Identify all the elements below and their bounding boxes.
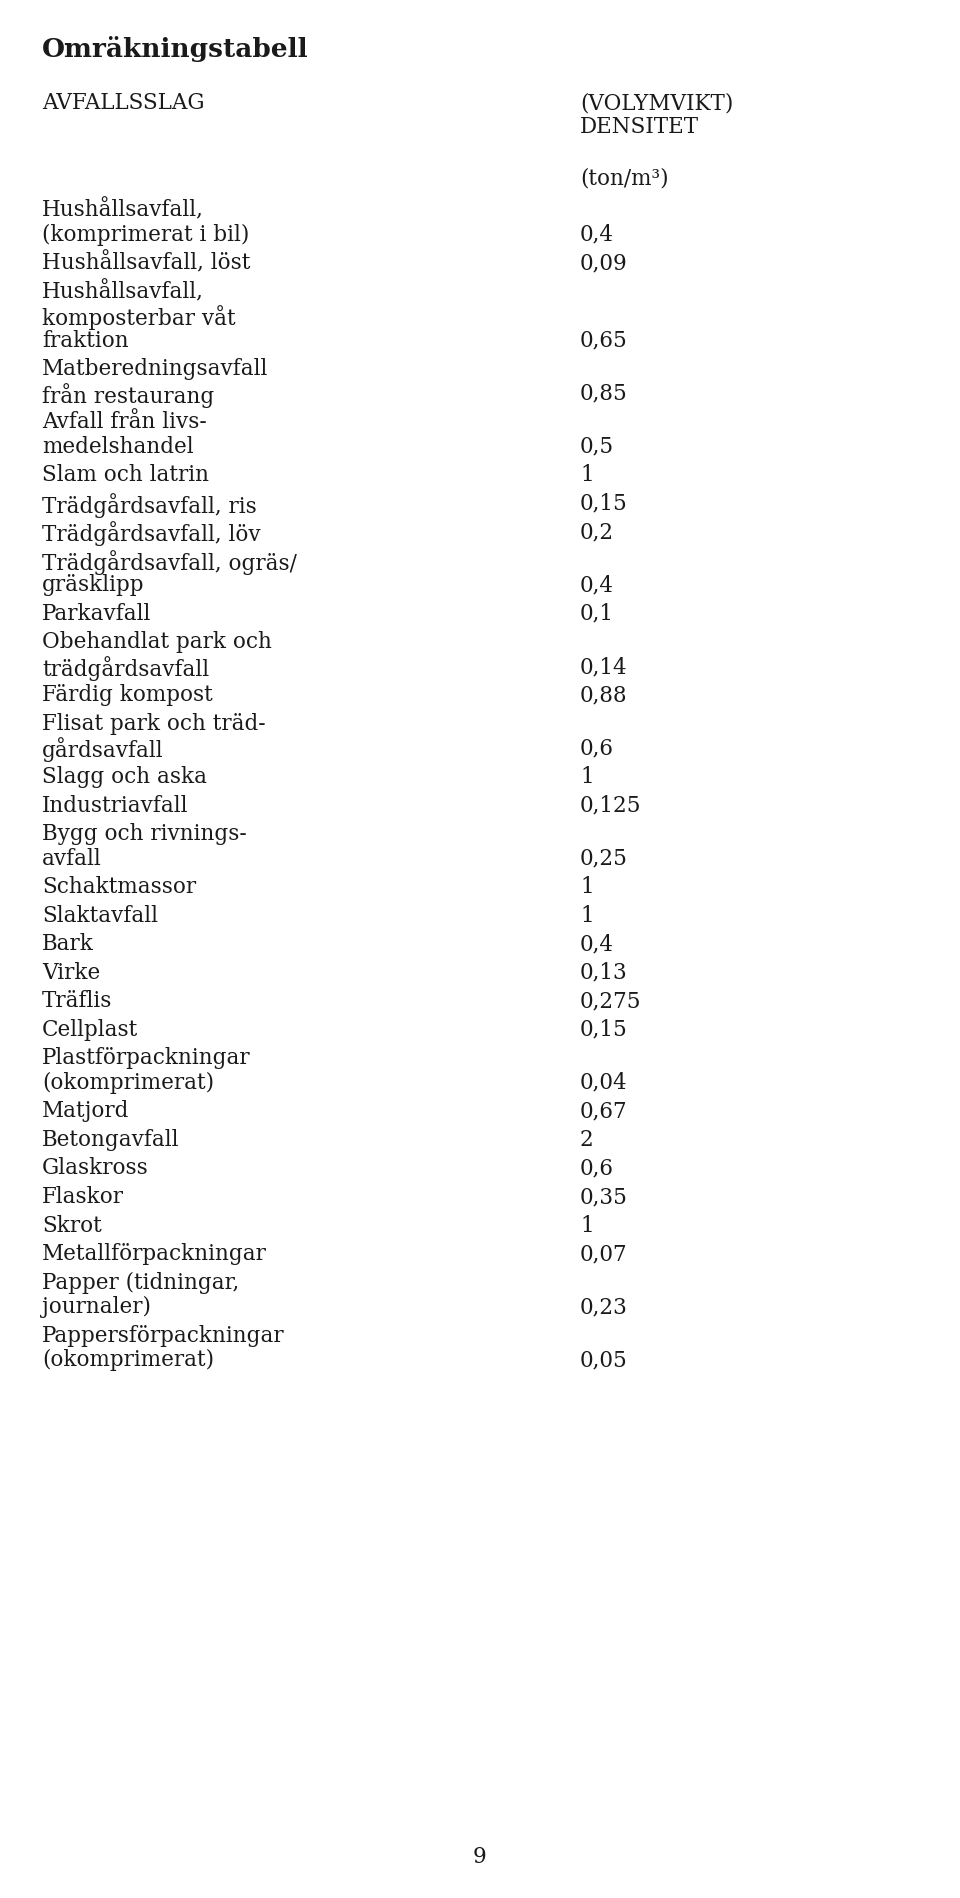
Text: 0,2: 0,2 <box>580 522 614 543</box>
Text: Plastförpackningar: Plastförpackningar <box>42 1048 251 1069</box>
Text: Virke: Virke <box>42 962 100 983</box>
Text: Slam och latrin: Slam och latrin <box>42 465 209 486</box>
Text: Trädgårdsavfall, ris: Trädgårdsavfall, ris <box>42 493 256 518</box>
Text: 0,4: 0,4 <box>580 575 614 596</box>
Text: Färdig kompost: Färdig kompost <box>42 685 213 706</box>
Text: Obehandlat park och: Obehandlat park och <box>42 632 272 653</box>
Text: Matjord: Matjord <box>42 1101 130 1122</box>
Text: trädgårdsavfall: trädgårdsavfall <box>42 657 209 681</box>
Text: (okomprimerat): (okomprimerat) <box>42 1349 214 1370</box>
Text: 1: 1 <box>580 465 593 486</box>
Text: Flaskor: Flaskor <box>42 1186 124 1207</box>
Text: 0,88: 0,88 <box>580 685 628 706</box>
Text: 0,09: 0,09 <box>580 252 628 273</box>
Text: Träflis: Träflis <box>42 991 112 1012</box>
Text: 0,4: 0,4 <box>580 224 614 245</box>
Text: från restaurang: från restaurang <box>42 383 214 408</box>
Text: fraktion: fraktion <box>42 330 129 351</box>
Text: Bark: Bark <box>42 934 94 955</box>
Text: gårdsavfall: gårdsavfall <box>42 738 163 763</box>
Text: Parkavfall: Parkavfall <box>42 604 152 624</box>
Text: Glaskross: Glaskross <box>42 1158 149 1179</box>
Text: Papper (tidningar,: Papper (tidningar, <box>42 1272 239 1294</box>
Text: Betongavfall: Betongavfall <box>42 1129 180 1150</box>
Text: Trädgårdsavfall, ogräs/: Trädgårdsavfall, ogräs/ <box>42 550 297 575</box>
Text: (ton/m³): (ton/m³) <box>580 167 668 190</box>
Text: 0,275: 0,275 <box>580 991 641 1012</box>
Text: 0,35: 0,35 <box>580 1186 628 1207</box>
Text: Industriavfall: Industriavfall <box>42 795 188 816</box>
Text: 0,4: 0,4 <box>580 934 614 955</box>
Text: Hushållsavfall,: Hushållsavfall, <box>42 199 204 222</box>
Text: 0,05: 0,05 <box>580 1349 628 1370</box>
Text: 0,6: 0,6 <box>580 738 614 759</box>
Text: journaler): journaler) <box>42 1296 151 1319</box>
Text: 0,25: 0,25 <box>580 848 628 869</box>
Text: Matberedningsavfall: Matberedningsavfall <box>42 359 269 380</box>
Text: Skrot: Skrot <box>42 1215 102 1236</box>
Text: 1: 1 <box>580 905 593 926</box>
Text: 0,04: 0,04 <box>580 1072 628 1093</box>
Text: 0,65: 0,65 <box>580 330 628 351</box>
Text: 9: 9 <box>473 1847 487 1868</box>
Text: gräsklipp: gräsklipp <box>42 575 145 596</box>
Text: AVFALLSSLAG: AVFALLSSLAG <box>42 93 204 114</box>
Text: Avfall från livs-: Avfall från livs- <box>42 412 206 433</box>
Text: 1: 1 <box>580 767 593 788</box>
Text: Bygg och rivnings-: Bygg och rivnings- <box>42 824 247 845</box>
Text: (okomprimerat): (okomprimerat) <box>42 1072 214 1093</box>
Text: Slaktavfall: Slaktavfall <box>42 905 158 926</box>
Text: 0,5: 0,5 <box>580 437 614 457</box>
Text: 0,1: 0,1 <box>580 604 614 624</box>
Text: (komprimerat i bil): (komprimerat i bil) <box>42 224 250 245</box>
Text: 0,67: 0,67 <box>580 1101 628 1122</box>
Text: Hushållsavfall,: Hushållsavfall, <box>42 281 204 304</box>
Text: 0,23: 0,23 <box>580 1296 628 1317</box>
Text: 0,6: 0,6 <box>580 1158 614 1179</box>
Text: 2: 2 <box>580 1129 593 1150</box>
Text: Metallförpackningar: Metallförpackningar <box>42 1243 267 1266</box>
Text: 0,14: 0,14 <box>580 657 628 678</box>
Text: Pappersförpackningar: Pappersförpackningar <box>42 1325 284 1346</box>
Text: 0,15: 0,15 <box>580 493 628 514</box>
Text: 0,85: 0,85 <box>580 383 628 404</box>
Text: komposterbar våt: komposterbar våt <box>42 306 235 330</box>
Text: Slagg och aska: Slagg och aska <box>42 767 207 788</box>
Text: 1: 1 <box>580 877 593 898</box>
Text: avfall: avfall <box>42 848 102 869</box>
Text: Schaktmassor: Schaktmassor <box>42 877 196 898</box>
Text: Hushållsavfall, löst: Hushållsavfall, löst <box>42 252 251 275</box>
Text: (VOLYMVIKT): (VOLYMVIKT) <box>580 93 733 114</box>
Text: Flisat park och träd-: Flisat park och träd- <box>42 714 266 735</box>
Text: Omräkningstabell: Omräkningstabell <box>42 36 308 63</box>
Text: medelshandel: medelshandel <box>42 437 194 457</box>
Text: 0,07: 0,07 <box>580 1243 628 1266</box>
Text: 0,125: 0,125 <box>580 795 641 816</box>
Text: DENSITET: DENSITET <box>580 116 699 139</box>
Text: 1: 1 <box>580 1215 593 1236</box>
Text: Trädgårdsavfall, löv: Trädgårdsavfall, löv <box>42 522 260 547</box>
Text: 0,13: 0,13 <box>580 962 628 983</box>
Text: 0,15: 0,15 <box>580 1019 628 1040</box>
Text: Cellplast: Cellplast <box>42 1019 138 1040</box>
